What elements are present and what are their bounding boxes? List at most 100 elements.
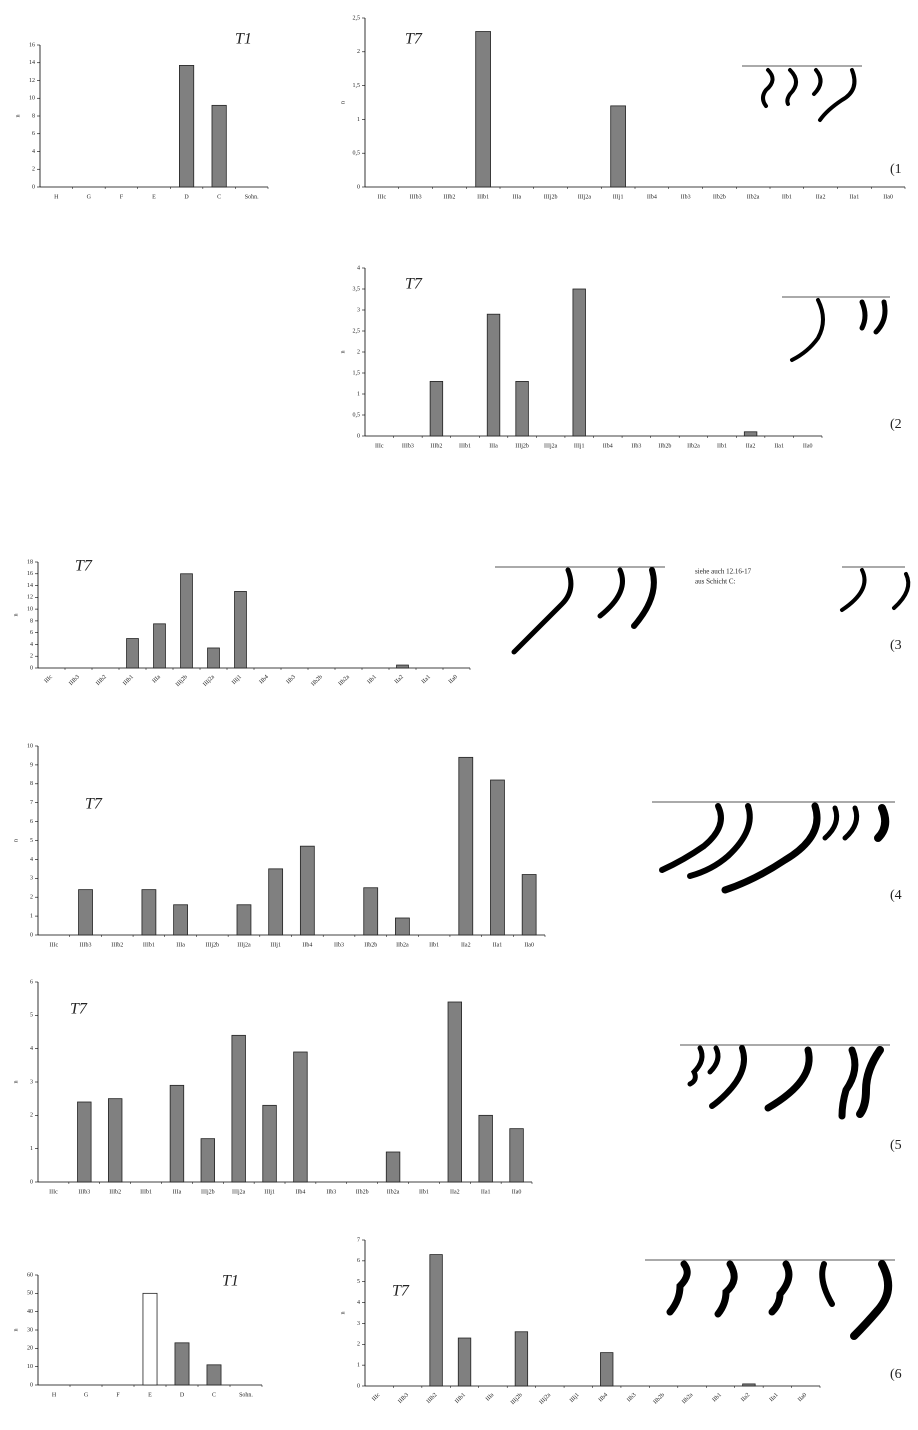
x-tick-label: IIIb2 xyxy=(109,1189,121,1195)
bar xyxy=(299,845,315,936)
y-axis-label: n xyxy=(340,101,346,104)
bar xyxy=(174,1342,190,1386)
x-tick-label: IIIj2a xyxy=(539,1392,553,1406)
panel-label: (4 xyxy=(890,888,902,903)
bar xyxy=(363,887,379,936)
y-tick-label: 6 xyxy=(30,979,33,985)
x-tick-label: C xyxy=(212,1392,216,1398)
y-tick-label: 2,5 xyxy=(353,328,361,334)
x-tick-label: IIIj2a xyxy=(202,674,216,688)
y-tick-label: 5 xyxy=(30,838,33,844)
x-tick-label: IIb2a xyxy=(387,1189,400,1195)
y-tick-label: 4 xyxy=(30,1046,33,1052)
x-tick-label: IIb1 xyxy=(782,194,792,200)
x-tick-label: IIIj1 xyxy=(574,443,585,449)
x-tick-label: IIIc xyxy=(375,443,384,449)
x-tick-label: IIIb1 xyxy=(459,443,471,449)
x-tick-label: IIIb1 xyxy=(477,194,489,200)
x-tick-label: F xyxy=(116,1392,120,1398)
x-tick-label: IIb4 xyxy=(603,443,613,449)
y-tick-label: 2 xyxy=(357,49,360,55)
x-tick-label: IIb3 xyxy=(626,1392,637,1403)
bar xyxy=(509,1128,524,1183)
bar xyxy=(141,889,157,936)
bar xyxy=(396,664,409,669)
x-tick-label: IIIb1 xyxy=(140,1189,152,1195)
y-tick-label: 2 xyxy=(30,895,33,901)
x-tick-label: IIIa xyxy=(513,194,522,200)
x-tick-label: IIa2 xyxy=(450,1189,460,1195)
bar xyxy=(262,1104,277,1183)
y-tick-label: 8 xyxy=(30,618,33,624)
x-tick-label: IIIb2 xyxy=(443,194,455,200)
y-tick-label: 4 xyxy=(357,265,360,271)
x-tick-label: IIa1 xyxy=(769,1392,780,1403)
x-tick-label: IIa1 xyxy=(493,942,503,948)
x-tick-label: IIIb3 xyxy=(402,443,414,449)
y-tick-label: 1 xyxy=(30,913,33,919)
profiles-2 xyxy=(782,296,890,362)
x-tick-label: IIb3 xyxy=(326,1189,336,1195)
x-tick-label: IIIc xyxy=(378,194,387,200)
y-axis-label: n xyxy=(15,115,21,118)
x-tick-label: IIIc xyxy=(50,942,59,948)
x-tick-label: IIIj1 xyxy=(613,194,624,200)
bar xyxy=(475,31,491,188)
y-tick-label: 6 xyxy=(30,630,33,636)
x-tick-label: IIIb1 xyxy=(122,674,135,687)
y-tick-label: 10 xyxy=(27,1364,33,1370)
x-tick-label: IIa2 xyxy=(461,942,471,948)
y-tick-label: 1 xyxy=(30,1146,33,1152)
y-tick-label: 0 xyxy=(357,433,360,439)
x-tick-label: D xyxy=(180,1392,185,1398)
x-tick-label: IIIj2b xyxy=(515,443,529,449)
x-tick-label: IIIj2b xyxy=(205,942,219,948)
x-tick-label: IIIj2b xyxy=(201,1189,215,1195)
x-tick-label: IIa0 xyxy=(448,674,459,685)
x-tick-label: C xyxy=(217,194,221,200)
x-tick-label: IIa1 xyxy=(850,194,860,200)
bar xyxy=(169,1084,185,1183)
bar xyxy=(231,1034,246,1183)
profiles-6 xyxy=(645,1259,895,1340)
y-tick-label: 6 xyxy=(30,819,33,825)
bar xyxy=(142,1292,158,1386)
x-tick-label: IIb3 xyxy=(631,443,641,449)
x-tick-label: G xyxy=(84,1392,89,1398)
y-tick-label: 10 xyxy=(27,606,33,612)
y-tick-label: 20 xyxy=(27,1346,33,1352)
chart-title: T1 xyxy=(235,31,252,48)
panel-label: (3 xyxy=(890,638,902,653)
x-tick-label: E xyxy=(148,1392,152,1398)
bar xyxy=(206,1364,222,1386)
x-tick-label: IIIj1 xyxy=(231,674,243,686)
x-tick-label: IIb2a xyxy=(747,194,760,200)
x-tick-label: Sohn. xyxy=(245,194,259,200)
y-axis-label: n xyxy=(13,1081,19,1084)
y-tick-label: 1,5 xyxy=(353,370,361,376)
x-tick-label: IIIj2a xyxy=(578,194,592,200)
y-tick-label: 0 xyxy=(357,184,360,190)
y-tick-label: 0 xyxy=(32,184,35,190)
x-tick-label: IIa2 xyxy=(394,674,405,685)
bar xyxy=(173,904,188,936)
x-tick-label: IIIb3 xyxy=(80,942,92,948)
x-tick-label: IIb2b xyxy=(658,443,671,449)
chart-title: T7 xyxy=(405,31,423,48)
y-tick-label: 0 xyxy=(30,932,33,938)
bar xyxy=(126,638,139,669)
x-tick-label: IIb2b xyxy=(356,1189,369,1195)
y-tick-label: 2 xyxy=(32,167,35,173)
y-tick-label: 2 xyxy=(30,654,33,660)
x-tick-label: IIIa xyxy=(173,1189,182,1195)
y-axis-label: n xyxy=(13,614,19,617)
y-tick-label: 0 xyxy=(30,1179,33,1185)
y-tick-label: 40 xyxy=(27,1309,33,1315)
bar xyxy=(429,1254,443,1387)
profiles-1 xyxy=(742,65,862,122)
y-tick-label: 4 xyxy=(357,1300,360,1306)
bar xyxy=(429,380,444,437)
x-tick-label: IIIb3 xyxy=(410,194,422,200)
panel-label: (1 xyxy=(890,162,902,177)
x-tick-label: IIa0 xyxy=(883,194,893,200)
